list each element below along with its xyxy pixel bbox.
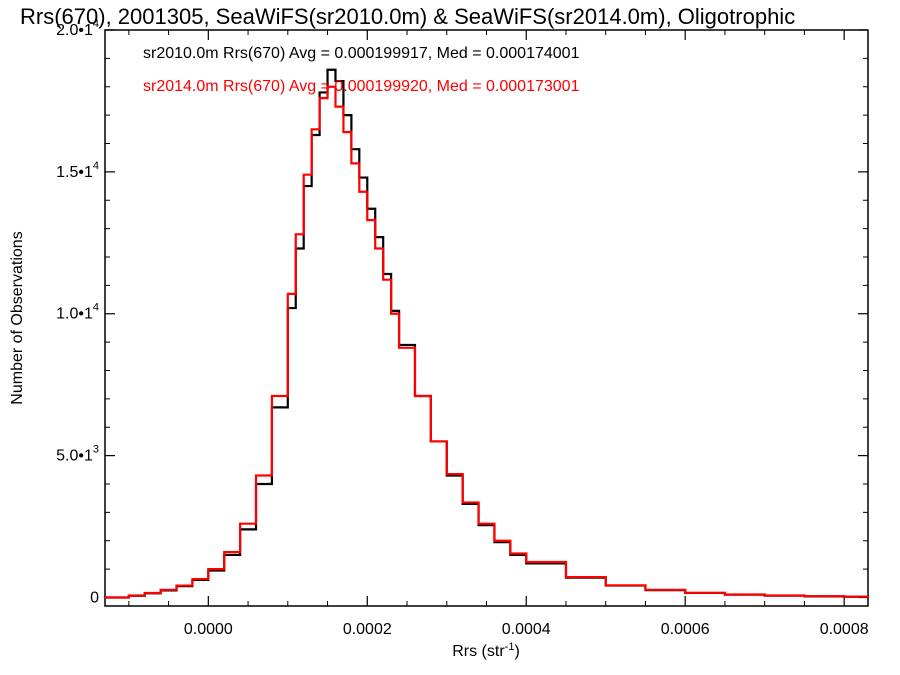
y-tick-exponent: 3 — [93, 444, 99, 456]
y-tick-exponent: 4 — [93, 160, 99, 172]
x-tick-label: 0.0006 — [661, 621, 710, 638]
x-axis-label-sup: -1 — [505, 641, 515, 653]
y-axis-label: Number of Observations — [9, 231, 26, 404]
y-axis: 05.0•131.0•141.5•142.0•14 — [56, 18, 868, 606]
x-tick-label: 0.0008 — [820, 621, 869, 638]
y-tick-label: 2.0•14 — [56, 18, 99, 39]
x-axis-label-tail: ) — [514, 643, 519, 660]
chart-title: Rrs(670), 2001305, SeaWiFS(sr2010.0m) & … — [20, 4, 795, 29]
y-tick-label: 1.5•14 — [56, 160, 99, 181]
y-tick-label: 1.0•14 — [56, 302, 99, 323]
y-tick-mantissa: 2.0•1 — [56, 22, 93, 39]
y-tick-exponent: 4 — [93, 18, 99, 30]
series-line-sr2014.0m — [105, 85, 870, 599]
plot-frame — [104, 29, 869, 607]
x-tick-label: 0.0002 — [343, 621, 392, 638]
x-tick-label: 0.0000 — [184, 621, 233, 638]
x-axis: 0.0000 0.0002 0.0004 0.0006 0.0008 — [128, 30, 869, 638]
y-tick-label: 5.0•13 — [56, 444, 99, 465]
x-axis-label-base: Rrs (str — [452, 643, 505, 660]
y-tick-exponent: 4 — [93, 302, 99, 314]
series-layer — [105, 68, 870, 599]
y-tick-mantissa: 5.0•1 — [56, 448, 93, 465]
legend-entry-sr2014: sr2014.0m Rrs(670) Avg = 0.000199920, Me… — [143, 78, 580, 95]
y-tick-mantissa: 1.5•1 — [56, 164, 93, 181]
series-line-sr2010.0m — [105, 68, 870, 599]
y-tick-mantissa: 1.0•1 — [56, 306, 93, 323]
x-axis-label: Rrs (str-1) — [452, 641, 520, 660]
x-tick-label: 0.0004 — [502, 621, 551, 638]
y-tick-label: 0 — [90, 589, 99, 606]
y-tick-mantissa: 0 — [90, 589, 99, 606]
legend-entry-sr2010: sr2010.0m Rrs(670) Avg = 0.000199917, Me… — [143, 45, 580, 62]
